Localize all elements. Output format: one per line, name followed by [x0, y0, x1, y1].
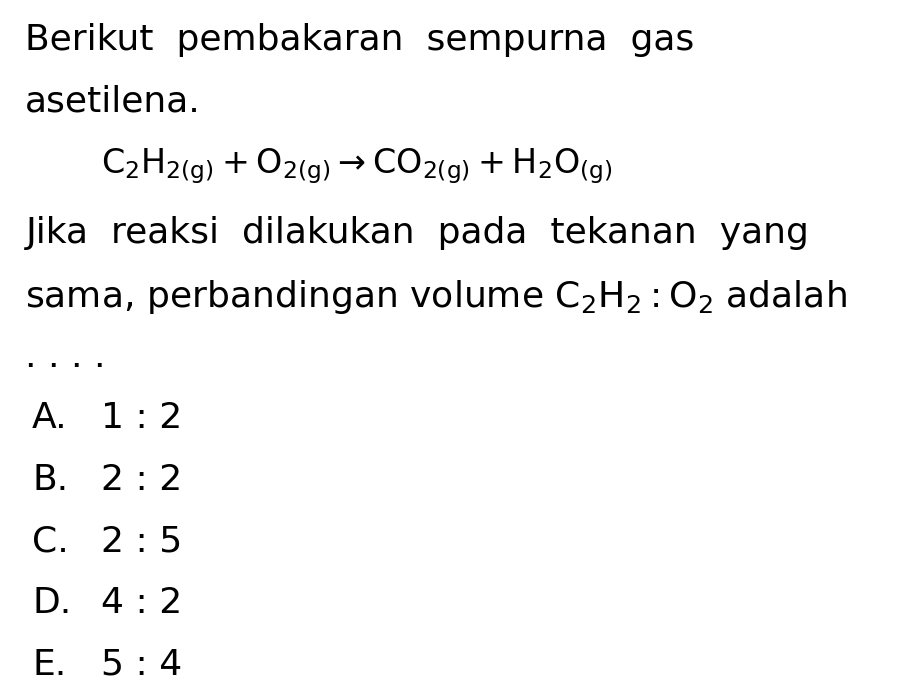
Text: D.: D.: [32, 586, 72, 620]
Text: B.: B.: [32, 463, 68, 497]
Text: 2 : 2: 2 : 2: [102, 463, 183, 497]
Text: 5 : 4: 5 : 4: [102, 648, 183, 676]
Text: Berikut  pembakaran  sempurna  gas: Berikut pembakaran sempurna gas: [25, 23, 695, 57]
Text: E.: E.: [32, 648, 66, 676]
Text: 2 : 5: 2 : 5: [102, 525, 183, 558]
Text: $\mathrm{C_2H_{2(g)} + O_{2(g)} \rightarrow CO_{2(g)} + H_2O_{(g)}}$: $\mathrm{C_2H_{2(g)} + O_{2(g)} \rightar…: [102, 146, 613, 186]
Text: 4 : 2: 4 : 2: [102, 586, 183, 620]
Text: A.: A.: [32, 401, 68, 435]
Text: asetilena.: asetilena.: [25, 84, 201, 119]
Text: C.: C.: [32, 525, 69, 558]
Text: sama, perbandingan volume $\mathrm{C_2H_2 : O_2}$ adalah: sama, perbandingan volume $\mathrm{C_2H_…: [25, 278, 847, 316]
Text: . . . .: . . . .: [25, 339, 106, 374]
Text: Jika  reaksi  dilakukan  pada  tekanan  yang: Jika reaksi dilakukan pada tekanan yang: [25, 216, 809, 250]
Text: 1 : 2: 1 : 2: [102, 401, 183, 435]
